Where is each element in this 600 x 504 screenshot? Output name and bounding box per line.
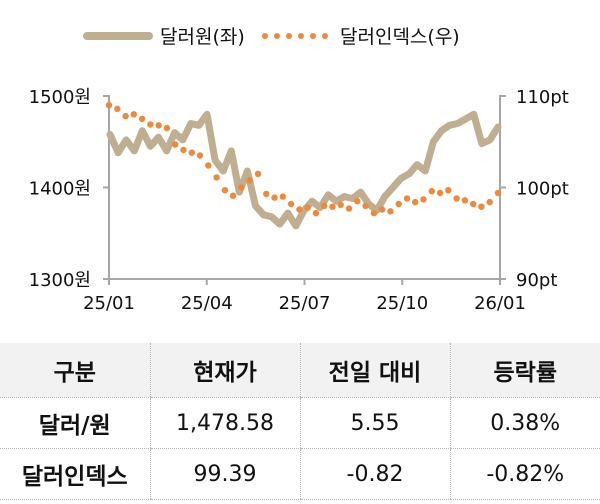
svg-text:25/04: 25/04 bbox=[181, 293, 233, 314]
dotted-line-swatch-icon bbox=[262, 32, 328, 39]
col-header-change-rate: 등락률 bbox=[449, 343, 600, 398]
table-header-row: 구분 현재가 전일 대비 등락률 bbox=[0, 343, 600, 398]
col-header-price: 현재가 bbox=[149, 343, 300, 398]
col-header-category: 구분 bbox=[0, 343, 150, 398]
chart-axes bbox=[103, 95, 506, 285]
svg-text:26/01: 26/01 bbox=[474, 293, 526, 314]
legend-label-usdkrw: 달러원(좌) bbox=[160, 26, 245, 48]
col-header-change: 전일 대비 bbox=[299, 343, 450, 398]
dxy-series-dots bbox=[105, 102, 502, 217]
svg-text:25/10: 25/10 bbox=[376, 293, 428, 314]
cell-change-rate: 0.38% bbox=[449, 397, 600, 449]
svg-text:1300원: 1300원 bbox=[29, 270, 91, 291]
cell-change: 5.55 bbox=[299, 397, 450, 449]
row-label: 달러인덱스 bbox=[0, 448, 150, 500]
legend-item-dxy: 달러인덱스(우) bbox=[262, 22, 460, 49]
table-row: 달러인덱스 99.39 -0.82 -0.82% bbox=[0, 448, 600, 500]
svg-text:100pt: 100pt bbox=[516, 179, 569, 200]
svg-text:25/01: 25/01 bbox=[83, 293, 135, 314]
row-label: 달러/원 bbox=[0, 397, 150, 449]
cell-price: 1,478.58 bbox=[149, 397, 300, 449]
legend-label-dxy: 달러인덱스(우) bbox=[340, 26, 460, 48]
svg-text:110pt: 110pt bbox=[516, 87, 569, 108]
solid-line-swatch-icon bbox=[83, 31, 153, 40]
cell-change: -0.82 bbox=[299, 448, 450, 500]
svg-text:1500원: 1500원 bbox=[29, 87, 91, 108]
fx-summary-table: 구분 현재가 전일 대비 등락률 달러/원 1,478.58 5.55 0.38… bbox=[0, 343, 600, 500]
cell-change-rate: -0.82% bbox=[449, 448, 600, 500]
svg-text:25/07: 25/07 bbox=[279, 293, 331, 314]
chart-legend: 달러원(좌) 달러인덱스(우) bbox=[0, 22, 600, 52]
usdkrw-series-line bbox=[106, 110, 502, 230]
cell-price: 99.39 bbox=[149, 448, 300, 500]
line-chart: 1500원 110pt 1400원 100pt 1300원 90pt 25/01 25/04 2… bbox=[29, 87, 569, 314]
svg-text:1400원: 1400원 bbox=[29, 179, 91, 200]
axis-labels: 1500원 110pt 1400원 100pt 1300원 90pt 25/01 25/04 2… bbox=[29, 87, 569, 314]
table-row: 달러/원 1,478.58 5.55 0.38% bbox=[0, 397, 600, 449]
legend-item-usdkrw: 달러원(좌) bbox=[83, 22, 245, 49]
svg-text:90pt: 90pt bbox=[516, 270, 557, 291]
